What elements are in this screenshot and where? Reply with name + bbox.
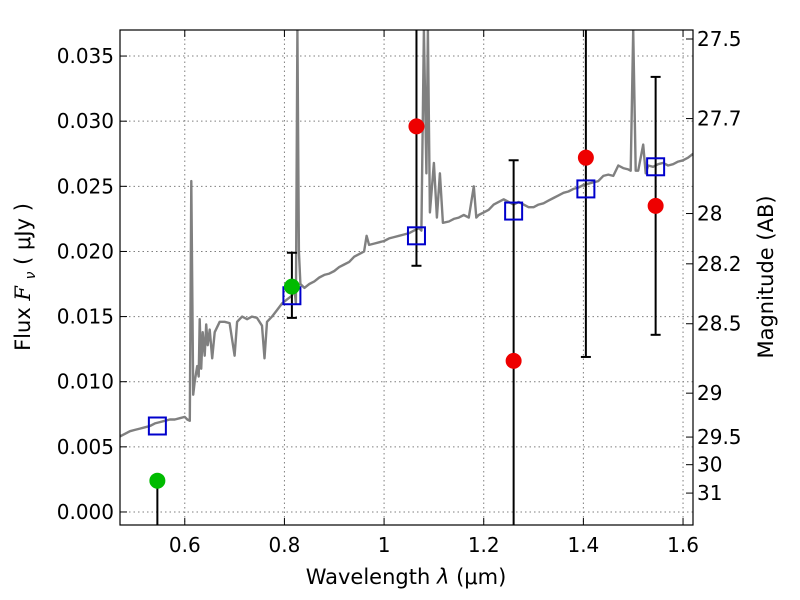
red-data-point <box>408 118 425 135</box>
x-tick-label: 1.2 <box>468 533 500 557</box>
photometry-square <box>147 416 167 436</box>
y-tick-label: 0.030 <box>57 109 114 133</box>
red-data-point <box>505 352 522 369</box>
x-tick-label: 1 <box>378 533 391 557</box>
photometry-square <box>576 179 596 199</box>
y2-tick-label: 28.5 <box>697 312 742 336</box>
y2-axis-label: Magnitude (AB) <box>754 195 778 358</box>
green-data-point <box>149 472 166 489</box>
photometry-square <box>406 226 426 246</box>
error-bars <box>147 30 666 525</box>
x-axis-label-prefix: Wavelength <box>306 565 437 589</box>
y2-tick-label: 29.5 <box>697 425 742 449</box>
y-axis-label-symbol: F <box>11 285 35 302</box>
y-axis-label-suffix: ( μJy ) <box>11 203 35 265</box>
photometry-square <box>504 201 524 221</box>
x-tick-label: 0.8 <box>269 533 301 557</box>
y2-tick-label: 27.7 <box>697 107 742 131</box>
y2-tick-label: 28 <box>697 202 722 226</box>
y-tick-label: 0.010 <box>57 370 114 394</box>
x-tick-label: 1.6 <box>667 533 699 557</box>
data-layer <box>120 30 693 438</box>
y-axis-label-subscript: ν <box>23 271 39 279</box>
green-data-point <box>283 278 300 295</box>
red-data-point <box>577 149 594 166</box>
x-axis-label-symbol: λ <box>436 565 449 589</box>
x-tick-label: 1.4 <box>567 533 599 557</box>
y-tick-label: 0.025 <box>57 174 114 198</box>
red-data-point <box>647 197 664 214</box>
grid <box>120 30 693 525</box>
y-tick-label: 0.020 <box>57 239 114 263</box>
x-tick-label: 0.6 <box>169 533 201 557</box>
y-axis-label: Flux F ν ( μJy ) <box>11 203 40 351</box>
plot-frame <box>119 29 694 526</box>
y2-tick-label: 28.2 <box>697 252 742 276</box>
y-tick-label: 0.000 <box>57 500 114 524</box>
y2-tick-label: 31 <box>697 481 722 505</box>
y2-tick-label: 30 <box>697 453 722 477</box>
axes: 0.6 0.8 1 1.2 1.4 1.6 0.000 0.005 0.010 0.015 0.02… <box>57 27 742 557</box>
x-axis-label: Wavelength λ (μm) <box>306 565 507 589</box>
y-axis-label-prefix: Flux <box>11 301 35 351</box>
y2-tick-label: 27.5 <box>697 27 742 51</box>
y-tick-label: 0.005 <box>57 435 114 459</box>
photometry-square <box>646 157 666 177</box>
spectrum-line <box>120 30 693 438</box>
x-axis-label-suffix: (μm) <box>456 565 506 589</box>
plot-background <box>120 30 693 525</box>
y-tick-label: 0.015 <box>57 305 114 329</box>
y2-tick-label: 29 <box>697 381 722 405</box>
y-tick-label: 0.035 <box>57 44 114 68</box>
